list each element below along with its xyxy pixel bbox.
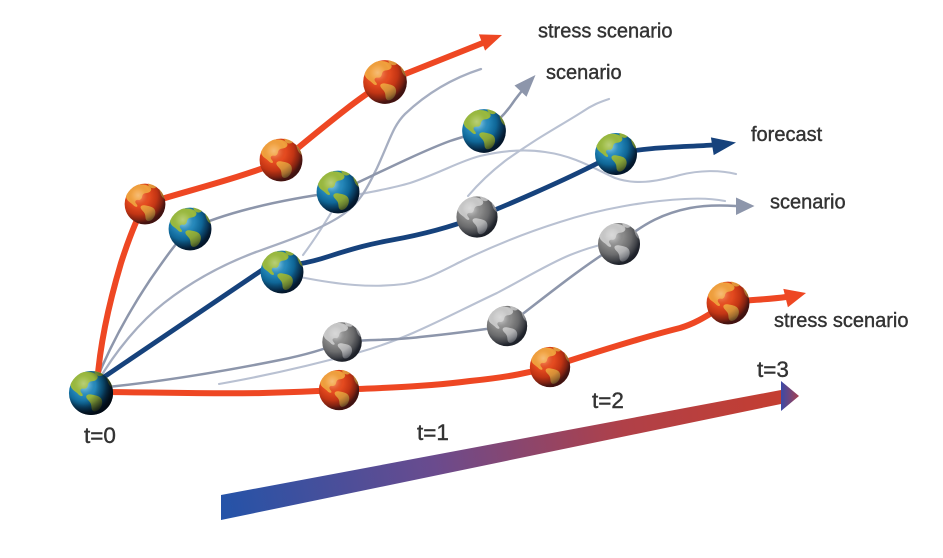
svg-text:t=0: t=0 bbox=[84, 423, 116, 448]
svg-text:forecast: forecast bbox=[751, 124, 823, 146]
svg-text:t=3: t=3 bbox=[757, 357, 789, 382]
svg-text:scenario: scenario bbox=[770, 192, 846, 214]
svg-text:scenario: scenario bbox=[546, 62, 622, 84]
svg-text:t=2: t=2 bbox=[592, 388, 624, 413]
svg-text:stress scenario: stress scenario bbox=[774, 310, 909, 332]
svg-text:stress scenario: stress scenario bbox=[538, 21, 673, 43]
svg-text:t=1: t=1 bbox=[417, 420, 449, 445]
